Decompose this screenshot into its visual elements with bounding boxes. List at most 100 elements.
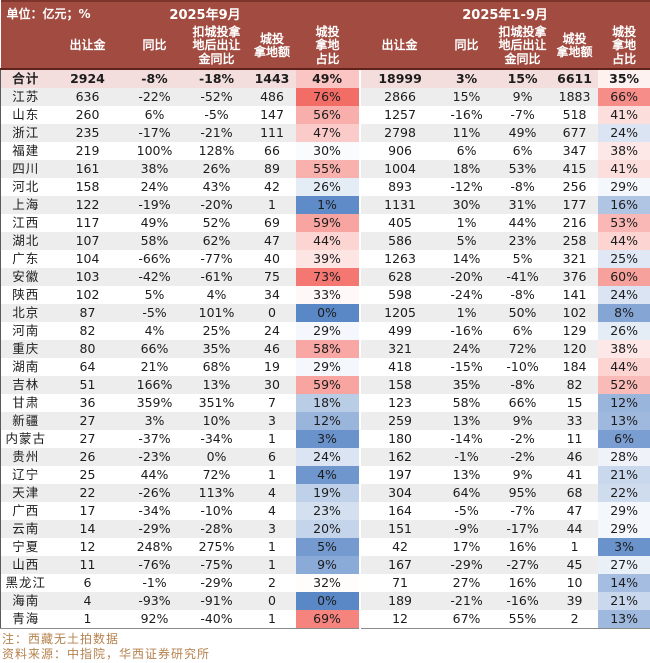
cell-value: 27 <box>50 430 125 448</box>
cell-lgfv-share: 9% <box>295 556 361 574</box>
cell-value: 177 <box>551 196 598 214</box>
cell-lgfv-share: 29% <box>597 178 650 196</box>
table-row: 陕西 102 5% 4% 34 33% 598 -24% -8% 141 24% <box>0 286 650 304</box>
cell-province: 青海 <box>0 610 51 629</box>
cell-value: 24% <box>124 178 185 196</box>
cell-value: 4% <box>184 286 249 304</box>
cell-value: 166% <box>124 376 185 394</box>
cell-value: 7 <box>248 394 296 412</box>
cell-lgfv-share: 76% <box>295 88 361 106</box>
cell-value: -28% <box>184 520 249 538</box>
cell-lgfv-share: 25% <box>597 250 650 268</box>
cell-value: -8% <box>493 376 552 394</box>
cell-value: 80 <box>50 340 125 358</box>
cell-lgfv-share: 14% <box>597 574 650 592</box>
cell-value: -1% <box>124 574 185 592</box>
cell-value: 16% <box>493 538 552 556</box>
cell-value: 71 <box>358 574 440 592</box>
cell-value: 11 <box>50 556 125 574</box>
cell-value: 64% <box>439 484 494 502</box>
cell-province: 湖北 <box>0 232 51 250</box>
cell-value: 2924 <box>50 69 125 88</box>
cell-value: 16% <box>493 574 552 592</box>
table-row: 福建 219 100% 128% 66 30% 906 6% 6% 347 38% <box>0 142 650 160</box>
cell-value: 13% <box>184 376 249 394</box>
cell-value: -37% <box>124 430 185 448</box>
cell-value: 1 <box>248 196 296 214</box>
table-row: 河北 158 24% 43% 42 26% 893 -12% -8% 256 29% <box>0 178 650 196</box>
cell-province: 黑龙江 <box>0 574 51 592</box>
cell-value: -29% <box>124 520 185 538</box>
cell-value: 55% <box>493 610 552 629</box>
cell-value: -21% <box>184 124 249 142</box>
cell-value: -22% <box>124 88 185 106</box>
cell-value: 162 <box>358 448 440 466</box>
cell-province: 浙江 <box>0 124 51 142</box>
cell-province: 江苏 <box>0 88 51 106</box>
cell-lgfv-share: 29% <box>295 358 361 376</box>
cell-lgfv-share: 41% <box>597 160 650 178</box>
cell-lgfv-share: 28% <box>597 448 650 466</box>
cell-value: -26% <box>124 484 185 502</box>
col-yoy-ex-lgfv: 扣城投拿 地后出让 金同比 <box>184 24 249 70</box>
cell-value: 4 <box>248 502 296 520</box>
cell-value: 1443 <box>248 69 296 88</box>
table-row: 江西 117 49% 52% 69 59% 405 1% 44% 216 53% <box>0 214 650 232</box>
cell-value: 103 <box>50 268 125 286</box>
table-row: 湖南 64 21% 68% 19 29% 418 -15% -10% 184 44% <box>0 358 650 376</box>
cell-value: 1% <box>439 304 494 322</box>
cell-value: 107 <box>50 232 125 250</box>
table-row: 安徽 103 -42% -61% 75 73% 628 -20% -41% 376 60% <box>0 268 650 286</box>
cell-value: 1% <box>439 214 494 232</box>
cell-lgfv-share: 33% <box>295 286 361 304</box>
cell-value: -77% <box>184 250 249 268</box>
cell-province: 山西 <box>0 556 51 574</box>
cell-value: 11% <box>439 124 494 142</box>
cell-province: 甘肃 <box>0 394 51 412</box>
cell-value: -5% <box>439 502 494 520</box>
table-row: 天津 22 -26% 113% 4 19% 304 64% 95% 68 22% <box>0 484 650 502</box>
cell-value: -52% <box>184 88 249 106</box>
cell-lgfv-share: 49% <box>295 69 361 88</box>
cell-value: -16% <box>493 592 552 610</box>
cell-value: 5% <box>124 286 185 304</box>
cell-value: 260 <box>50 106 125 124</box>
cell-value: 27% <box>439 574 494 592</box>
cell-value: -17% <box>493 520 552 538</box>
cell-value: 14% <box>439 250 494 268</box>
cell-value: -20% <box>184 196 249 214</box>
cell-value: 1 <box>248 430 296 448</box>
cell-value: 3% <box>124 412 185 430</box>
cell-value: 6611 <box>551 69 598 88</box>
cell-value: 1 <box>50 610 125 629</box>
cell-value: 2798 <box>358 124 440 142</box>
cell-value: 216 <box>551 214 598 232</box>
cell-value: 1 <box>248 556 296 574</box>
cell-value: 123 <box>358 394 440 412</box>
land-sales-table: 单位：亿元；% 2025年9月 2025年1-9月 出让金 同比 扣城投拿 地后… <box>0 1 650 629</box>
table-row: 青海 1 92% -40% 1 69% 12 67% 55% 2 13% <box>0 610 650 629</box>
cell-value: 62% <box>184 232 249 250</box>
cell-value: 5% <box>493 250 552 268</box>
cell-value: 102 <box>50 286 125 304</box>
cell-province: 山东 <box>0 106 51 124</box>
cell-lgfv-share: 26% <box>295 178 361 196</box>
col-lgfv-share: 城投 拿地 占比 <box>295 24 360 70</box>
cell-value: 47 <box>551 502 598 520</box>
cell-value: 189 <box>358 592 440 610</box>
cell-value: 0% <box>184 448 249 466</box>
cell-lgfv-share: 13% <box>597 412 650 430</box>
cell-lgfv-share: 0% <box>295 592 361 610</box>
cell-value: 586 <box>358 232 440 250</box>
cell-value: 68 <box>551 484 598 502</box>
cell-value: 44 <box>551 520 598 538</box>
col-lgfv-share-ytd: 城投 拿地 占比 <box>597 24 650 70</box>
cell-value: 92% <box>124 610 185 629</box>
cell-value: 30% <box>439 196 494 214</box>
cell-value: 42 <box>358 538 440 556</box>
cell-value: 39 <box>551 592 598 610</box>
cell-value: 2 <box>248 574 296 592</box>
cell-province: 上海 <box>0 196 51 214</box>
cell-value: 321 <box>358 340 440 358</box>
